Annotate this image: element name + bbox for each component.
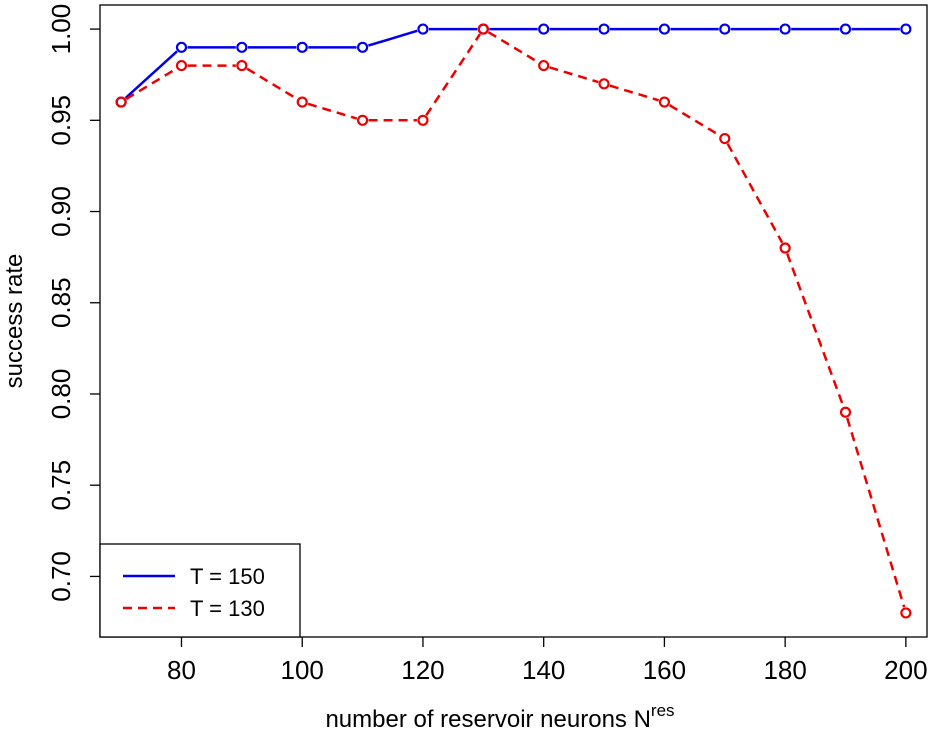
series-1-point-140 [538, 59, 550, 72]
y-tick-label-0.90: 0.90 [46, 186, 76, 237]
series-1-segment-12 [846, 417, 906, 608]
y-tick-label-1.00: 1.00 [46, 4, 76, 55]
series-1-point-130 [477, 23, 489, 35]
series-1-point-100 [296, 96, 308, 108]
series-1-segment-7 [549, 66, 599, 84]
series-1-segment-11 [786, 253, 845, 408]
legend-label-t150: T = 150 [190, 564, 265, 589]
x-axis: 80 100 120 140 160 180 200 [167, 637, 928, 685]
series-0-point-190 [839, 23, 852, 35]
series-layer [115, 23, 912, 619]
series-1-point-160 [658, 96, 671, 108]
x-tick-label-100: 100 [281, 655, 324, 685]
series-1-point-190 [839, 406, 852, 418]
x-tick-label-140: 140 [522, 655, 565, 685]
series-1-segment-3 [307, 102, 358, 120]
x-tick-label-160: 160 [643, 655, 686, 685]
series-0-point-150 [598, 23, 610, 35]
series-1-segment-9 [668, 104, 721, 137]
series-1-point-70 [115, 96, 127, 108]
y-tick-label-0.95: 0.95 [46, 95, 76, 146]
y-tick-label-0.70: 0.70 [46, 551, 76, 602]
x-tick-label-180: 180 [763, 655, 806, 685]
series-0-point-100 [296, 41, 308, 53]
series-1-segment-10 [726, 143, 784, 244]
series-0-segment-0 [124, 50, 178, 99]
series-1-segment-0 [125, 67, 178, 101]
legend-box [99, 543, 301, 638]
y-axis-title: success rate [1, 254, 28, 389]
y-tick-label-0.75: 0.75 [46, 460, 76, 511]
series-1-segment-8 [609, 84, 660, 102]
series-1-segment-6 [487, 31, 540, 64]
series-1-point-180 [779, 242, 791, 254]
series-0-point-80 [175, 41, 188, 53]
series-0-point-170 [719, 23, 731, 35]
x-tick-label-80: 80 [167, 655, 196, 685]
series-1-point-170 [719, 132, 731, 145]
x-tick-label-200: 200 [884, 655, 927, 685]
legend: T = 150 T = 130 [99, 543, 301, 638]
x-axis-title-main: number of reservoir neurons N [325, 706, 650, 733]
series-0-point-140 [538, 23, 550, 35]
series-1-point-150 [598, 78, 610, 90]
series-0-point-200 [900, 23, 912, 35]
x-axis-title-superscript: res [651, 701, 675, 720]
series-0-point-90 [236, 41, 248, 53]
y-tick-label-0.85: 0.85 [46, 277, 76, 328]
legend-label-t130: T = 130 [190, 596, 265, 621]
series-1 [115, 23, 912, 619]
series-0-point-180 [779, 23, 791, 35]
series-1-point-80 [175, 59, 188, 72]
series-1-point-110 [356, 114, 369, 126]
series-1-segment-2 [246, 67, 298, 101]
series-0-point-120 [417, 23, 429, 35]
series-1-segment-5 [425, 33, 482, 116]
series-0-segment-4 [367, 29, 418, 47]
series-1-point-200 [900, 607, 912, 619]
series-0-point-110 [356, 41, 369, 53]
x-tick-label-120: 120 [401, 655, 444, 685]
series-0-point-160 [658, 23, 671, 35]
series-1-point-90 [236, 59, 248, 72]
x-axis-title: number of reservoir neurons Nres [325, 701, 674, 733]
series-0 [115, 23, 912, 108]
plot-area-frame [99, 4, 928, 638]
y-tick-label-0.80: 0.80 [46, 369, 76, 420]
series-1-point-120 [417, 114, 429, 126]
y-axis: 0.70 0.75 0.80 0.85 0.90 0.95 1.00 [46, 4, 100, 602]
